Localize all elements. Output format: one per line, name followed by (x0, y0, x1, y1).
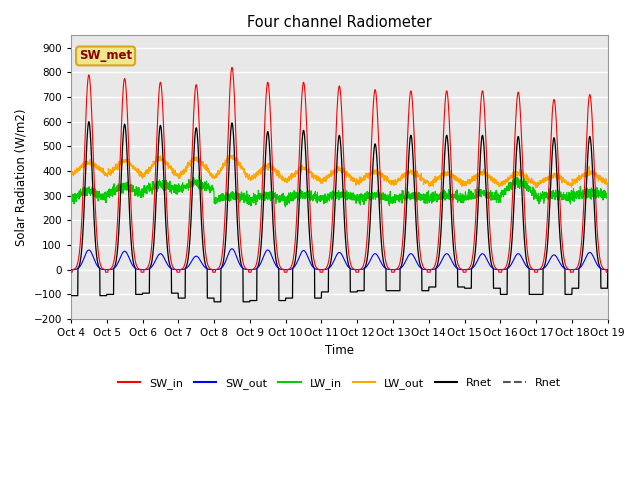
Y-axis label: Solar Radiation (W/m2): Solar Radiation (W/m2) (15, 108, 28, 246)
Legend: SW_in, SW_out, LW_in, LW_out, Rnet, Rnet: SW_in, SW_out, LW_in, LW_out, Rnet, Rnet (113, 373, 565, 393)
Text: SW_met: SW_met (79, 49, 132, 62)
Title: Four channel Radiometer: Four channel Radiometer (247, 15, 432, 30)
X-axis label: Time: Time (325, 344, 354, 357)
